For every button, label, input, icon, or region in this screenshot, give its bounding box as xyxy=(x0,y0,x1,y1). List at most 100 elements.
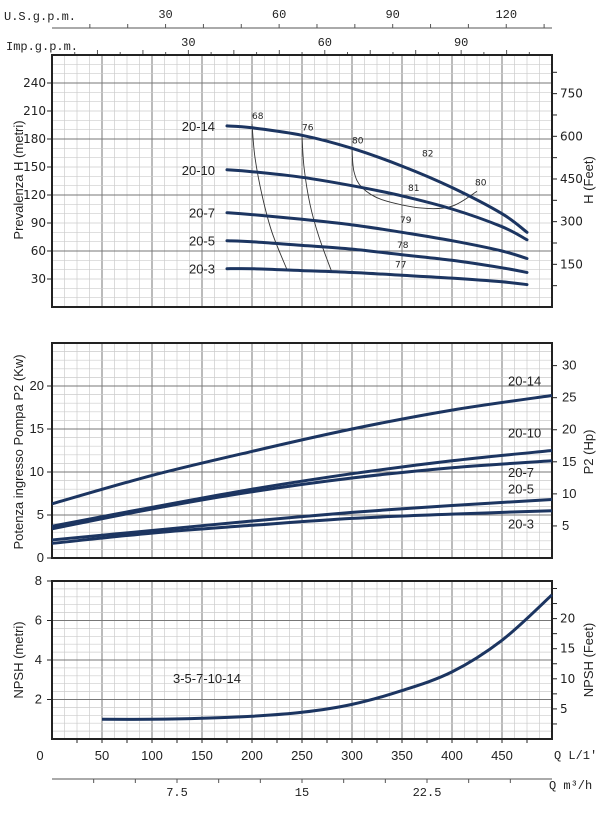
series-label: 20-10 xyxy=(508,426,541,441)
y-tick-label: 5 xyxy=(37,507,44,522)
y-tick-label: 15 xyxy=(30,421,44,436)
m3h-tick-label: 7.5 xyxy=(166,786,188,800)
efficiency-curve xyxy=(301,135,333,273)
impgpm-axis-label: Imp.g.p.m. xyxy=(6,40,78,54)
y-tick-label: 2 xyxy=(35,692,42,707)
y-right-tick-label: 750 xyxy=(560,87,583,101)
x-tick-label: 200 xyxy=(241,748,263,763)
y-right-tick-label: 25 xyxy=(562,390,576,405)
usgpm-tick-label: 60 xyxy=(272,8,286,22)
y-right-tick-label: 150 xyxy=(560,257,583,271)
x-tick-label: 400 xyxy=(441,748,463,763)
head-ylabel-right: H (Feet) xyxy=(581,156,596,204)
y-right-tick-label: 450 xyxy=(560,172,583,186)
y-tick-label: 4 xyxy=(35,652,42,667)
y-tick-label: 8 xyxy=(35,573,42,588)
x-tick-label: 150 xyxy=(191,748,213,763)
y-right-tick-label: 15 xyxy=(560,642,575,656)
series-label: 20-14 xyxy=(508,373,541,388)
y-tick-label: 180 xyxy=(23,132,46,146)
efficiency-label: 80 xyxy=(475,178,487,188)
series-label: 20-10 xyxy=(182,163,215,178)
x-tick-label: 300 xyxy=(341,748,363,763)
y-tick-label: 120 xyxy=(23,188,46,202)
y-tick-label: 90 xyxy=(31,216,46,230)
efficiency-label: 68 xyxy=(252,112,264,122)
y-right-tick-label: 5 xyxy=(562,518,569,533)
npsh-annotation: 3-5-7-10-14 xyxy=(173,671,241,686)
series-label: 20-3 xyxy=(189,262,215,277)
power-panel: 0 5 10 15 20 5 10 15 20 25 30 20-14 20-10 20-7 20-5 20-… xyxy=(30,342,576,565)
npsh-ylabel-right: NPSH (Feet) xyxy=(581,623,596,697)
series-label: 20-5 xyxy=(508,482,534,497)
y-right-tick-label: 10 xyxy=(562,486,576,501)
y-right-tick-label: 300 xyxy=(560,215,583,229)
top-flow-axes: 30 60 90 120 30 60 90 xyxy=(52,8,552,55)
efficiency-curve xyxy=(351,148,478,210)
y-right-tick-label: 10 xyxy=(560,672,575,686)
head-curve-20-7 xyxy=(225,211,529,260)
power-curve-20-14 xyxy=(51,394,553,506)
efficiency-label: 80 xyxy=(352,136,364,146)
npsh-curve xyxy=(101,593,554,721)
series-label: 20-5 xyxy=(189,234,215,249)
power-curve-20-5 xyxy=(51,498,553,542)
efficiency-label: 79 xyxy=(400,216,412,226)
y-right-tick-label: 20 xyxy=(560,612,575,626)
power-ylabel-right: P2 (Hp) xyxy=(581,430,596,475)
impgpm-tick-label: 60 xyxy=(318,36,332,50)
series-label: 20-7 xyxy=(508,465,534,480)
y-tick-label: 150 xyxy=(23,160,46,174)
y-right-tick-label: 30 xyxy=(562,358,576,373)
series-label: 20-14 xyxy=(182,119,215,134)
head-curve-20-10 xyxy=(225,168,529,242)
x-axis-label-lmin: Q L/1' xyxy=(554,749,597,763)
plot-frame xyxy=(51,54,553,308)
impgpm-tick-label: 90 xyxy=(454,36,468,50)
y-tick-label: 20 xyxy=(30,378,44,393)
y-right-tick-label: 5 xyxy=(560,702,568,716)
usgpm-tick-label: 30 xyxy=(158,8,172,22)
x-tick-label: 350 xyxy=(391,748,413,763)
x-tick-label: 250 xyxy=(291,748,313,763)
x-tick-label: 450 xyxy=(491,748,513,763)
y-right-tick-label: 15 xyxy=(562,454,576,469)
efficiency-label: 77 xyxy=(395,261,406,271)
usgpm-tick-label: 90 xyxy=(385,8,399,22)
x-tick-label: 50 xyxy=(95,748,109,763)
y-tick-label: 0 xyxy=(37,550,44,565)
y-tick-label: 6 xyxy=(35,613,42,628)
m3h-tick-label: 15 xyxy=(295,786,309,800)
power-curve-20-7 xyxy=(51,459,553,531)
impgpm-tick-label: 30 xyxy=(181,36,195,50)
power-curve-20-3 xyxy=(51,509,553,545)
y-tick-label: 10 xyxy=(30,464,44,479)
power-ylabel: Potenza ingresso Pompa P2 (Kw) xyxy=(11,354,26,549)
head-panel: 30 60 90 120 150 180 210 240 150 300 450 600 750 20-1… xyxy=(23,54,583,308)
power-curve-20-10 xyxy=(51,449,553,528)
usgpm-axis-label: U.S.g.p.m. xyxy=(4,10,76,24)
x-axis-label-m3h: Q m³/h xyxy=(549,779,592,793)
m3h-tick-label: 22.5 xyxy=(413,786,442,800)
npsh-ylabel: NPSH (metri) xyxy=(11,621,26,698)
efficiency-label: 76 xyxy=(302,123,314,133)
head-curve-20-5 xyxy=(225,239,529,274)
x-tick-label: 0 xyxy=(36,748,43,763)
head-curve-20-3 xyxy=(225,267,529,287)
series-label: 20-7 xyxy=(189,206,215,221)
y-right-tick-label: 600 xyxy=(560,129,583,143)
usgpm-tick-label: 120 xyxy=(495,8,517,22)
efficiency-label: 81 xyxy=(408,184,419,194)
efficiency-curve xyxy=(251,124,288,270)
x-tick-label: 100 xyxy=(141,748,163,763)
efficiency-label: 78 xyxy=(397,241,409,251)
head-ylabel: Prevalenza H (metri) xyxy=(11,120,26,239)
y-tick-label: 210 xyxy=(23,104,46,118)
y-tick-label: 60 xyxy=(31,244,46,258)
y-right-tick-label: 20 xyxy=(562,422,576,437)
efficiency-label: 82 xyxy=(422,150,433,160)
y-tick-label: 240 xyxy=(23,76,46,90)
series-label: 20-3 xyxy=(508,517,534,532)
